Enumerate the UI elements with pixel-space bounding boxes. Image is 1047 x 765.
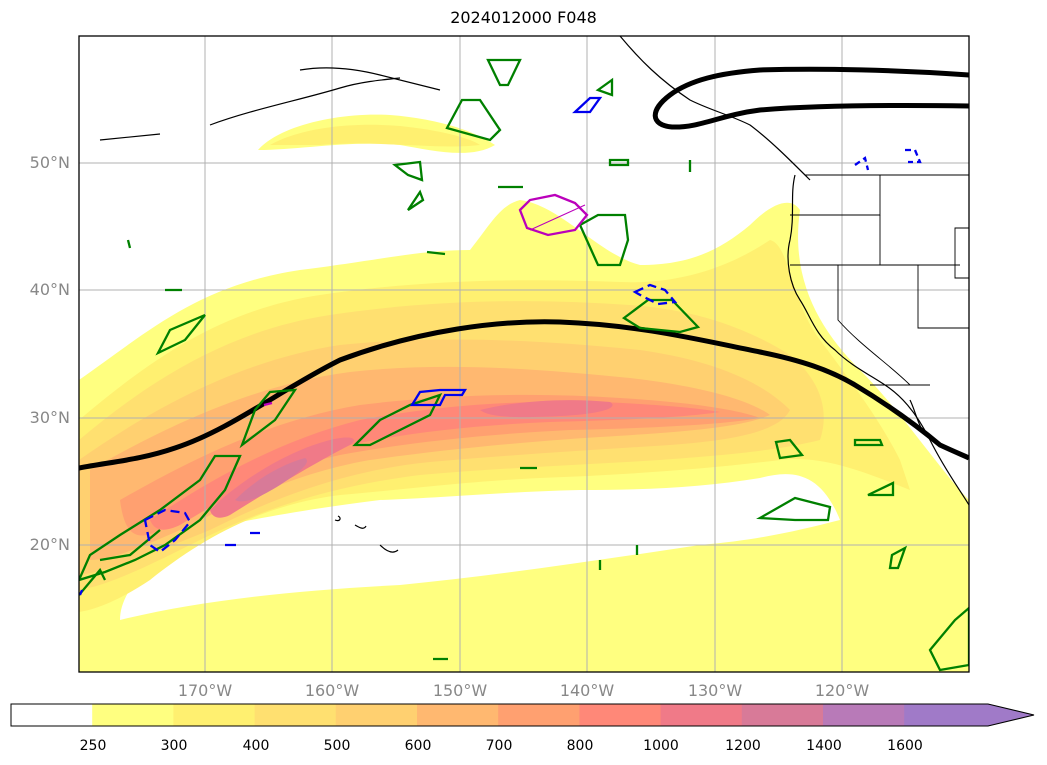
- jet-contour-main: [79, 319, 969, 471]
- ivt-band-300-north: [270, 124, 480, 147]
- colorbar-tick-500: 500: [323, 738, 351, 754]
- colorbar-tick-700: 700: [485, 738, 513, 754]
- colorbar-segment: [92, 704, 174, 726]
- jet-contour-north: [652, 66, 969, 130]
- lat-label-30n: 30°N: [29, 408, 70, 427]
- ivt-band-700: [120, 394, 760, 536]
- lon-label-140w: 140°W: [559, 681, 615, 700]
- colorbar-tick-600: 600: [404, 738, 432, 754]
- lat-label-20n: 20°N: [29, 535, 70, 554]
- colorbar-tick-1000: 1000: [643, 738, 679, 754]
- ivt-shading: [79, 114, 969, 672]
- political-borders: [790, 174, 969, 386]
- lat-label-50n: 50°N: [29, 153, 70, 172]
- colorbar-segment: [498, 704, 580, 726]
- map-title: 2024012000 F048: [450, 8, 597, 27]
- colorbar-segment: [254, 704, 337, 726]
- colorbar-extend-segment: [904, 704, 1034, 726]
- colorbar-tick-400: 400: [242, 738, 270, 754]
- colorbar-segment: [335, 704, 418, 726]
- colorbar-segment: [660, 704, 743, 726]
- lon-label-160w: 160°W: [304, 681, 360, 700]
- lon-label-150w: 150°W: [432, 681, 488, 700]
- map-frame: [78, 35, 970, 673]
- colorbar-tick-800: 800: [566, 738, 594, 754]
- ivt-band-800: [150, 401, 720, 530]
- colorbar-tick-250: 250: [79, 738, 107, 754]
- colorbar-segment: [11, 704, 93, 726]
- ivt-band-1000: [210, 400, 613, 518]
- colorbar-segment: [173, 704, 256, 726]
- grid-lines: [79, 36, 969, 672]
- ivt-band-1200: [235, 458, 308, 502]
- colorbar: [10, 703, 1035, 727]
- lon-label-120w: 120°W: [814, 681, 870, 700]
- colorbar-tick-1600: 1600: [887, 738, 923, 754]
- colorbar-segment: [417, 704, 499, 726]
- magenta-contours: [263, 193, 589, 407]
- colorbar-tick-1200: 1200: [725, 738, 761, 754]
- colorbar-tick-300: 300: [160, 738, 188, 754]
- lat-label-40n: 40°N: [29, 280, 70, 299]
- colorbar-segment: [823, 704, 905, 726]
- lon-label-170w: 170°W: [177, 681, 233, 700]
- green-contours: [79, 58, 969, 672]
- colorbar-segment: [579, 704, 662, 726]
- blue-contours: [79, 96, 922, 596]
- colorbar-segment: [741, 704, 824, 726]
- colorbar-tick-1400: 1400: [806, 738, 842, 754]
- jet-contours: [79, 66, 969, 471]
- lon-label-130w: 130°W: [687, 681, 743, 700]
